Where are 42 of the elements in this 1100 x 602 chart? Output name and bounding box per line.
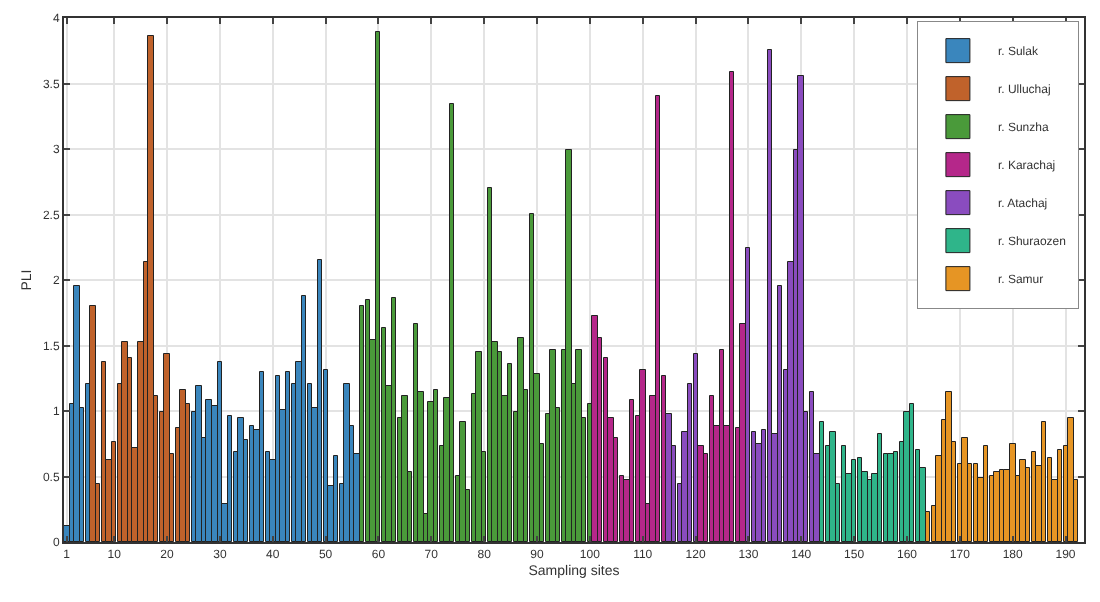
bar (433, 389, 438, 542)
bar (333, 455, 338, 542)
bar (877, 433, 882, 542)
bar (401, 395, 408, 542)
bar (767, 49, 772, 542)
bar (1041, 421, 1046, 542)
bar (729, 71, 734, 542)
bar (629, 399, 634, 542)
bar (655, 95, 660, 542)
bar (89, 305, 96, 542)
bar (829, 431, 836, 542)
bar (983, 445, 988, 542)
bar (301, 295, 306, 542)
bar (1067, 417, 1074, 542)
bar (745, 247, 750, 542)
bar (507, 363, 512, 542)
bar (375, 31, 380, 542)
bar (147, 35, 154, 542)
bar (797, 75, 804, 542)
bar (475, 351, 482, 542)
bar (529, 213, 534, 542)
bar (459, 421, 466, 542)
bar (101, 361, 106, 542)
bar (391, 297, 396, 542)
bar (227, 415, 232, 542)
bar (449, 103, 454, 542)
bar (317, 259, 322, 542)
bar (851, 459, 856, 542)
bar (693, 353, 698, 542)
bar (285, 371, 290, 542)
bar (549, 349, 556, 542)
bar (819, 421, 824, 542)
bar (73, 285, 80, 542)
bar (217, 361, 222, 542)
bar (359, 305, 364, 542)
bar (259, 371, 264, 542)
bar (343, 383, 350, 542)
bar (1057, 449, 1062, 542)
bar (945, 391, 952, 542)
bar (163, 353, 170, 542)
bar (909, 403, 914, 542)
bar (777, 285, 782, 542)
